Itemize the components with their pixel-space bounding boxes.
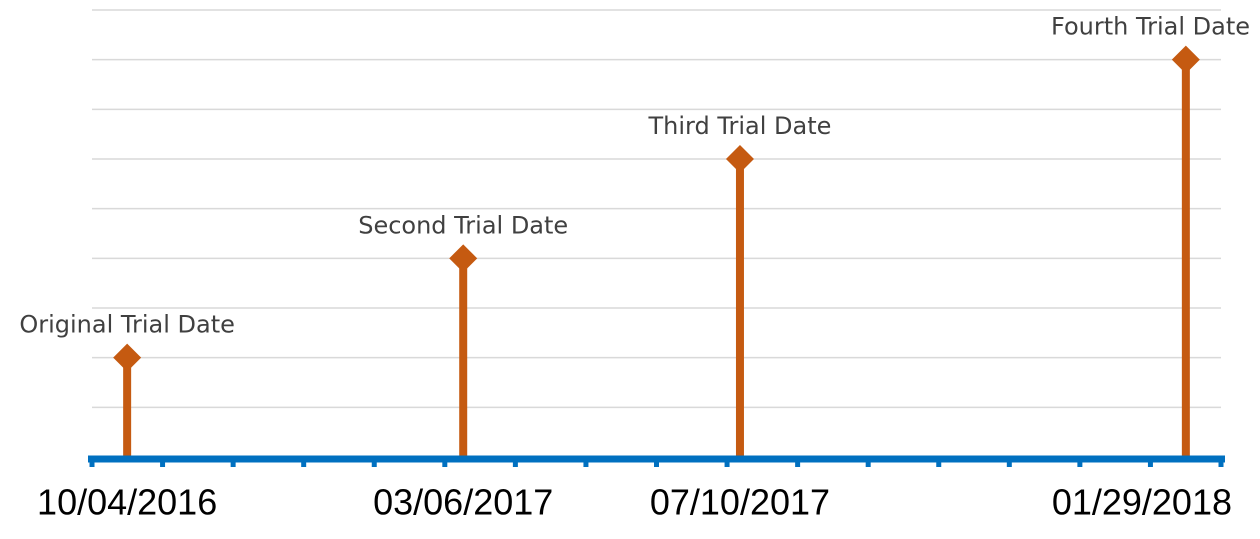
x-tick-label: 10/04/2016: [37, 482, 217, 523]
diamond: [113, 343, 142, 372]
diamond: [1171, 45, 1200, 74]
diamond: [725, 145, 754, 173]
event-label: Third Trial Date: [648, 112, 832, 140]
event-label: Original Trial Date: [19, 311, 235, 339]
x-tick-label: 07/10/2017: [650, 482, 830, 523]
x-tick-label: 03/06/2017: [373, 482, 553, 523]
event-label: Fourth Trial Date: [1051, 13, 1250, 41]
event-label: Second Trial Date: [358, 211, 568, 239]
diamond: [449, 244, 478, 273]
x-tick-label: 01/29/2018: [1052, 482, 1232, 523]
